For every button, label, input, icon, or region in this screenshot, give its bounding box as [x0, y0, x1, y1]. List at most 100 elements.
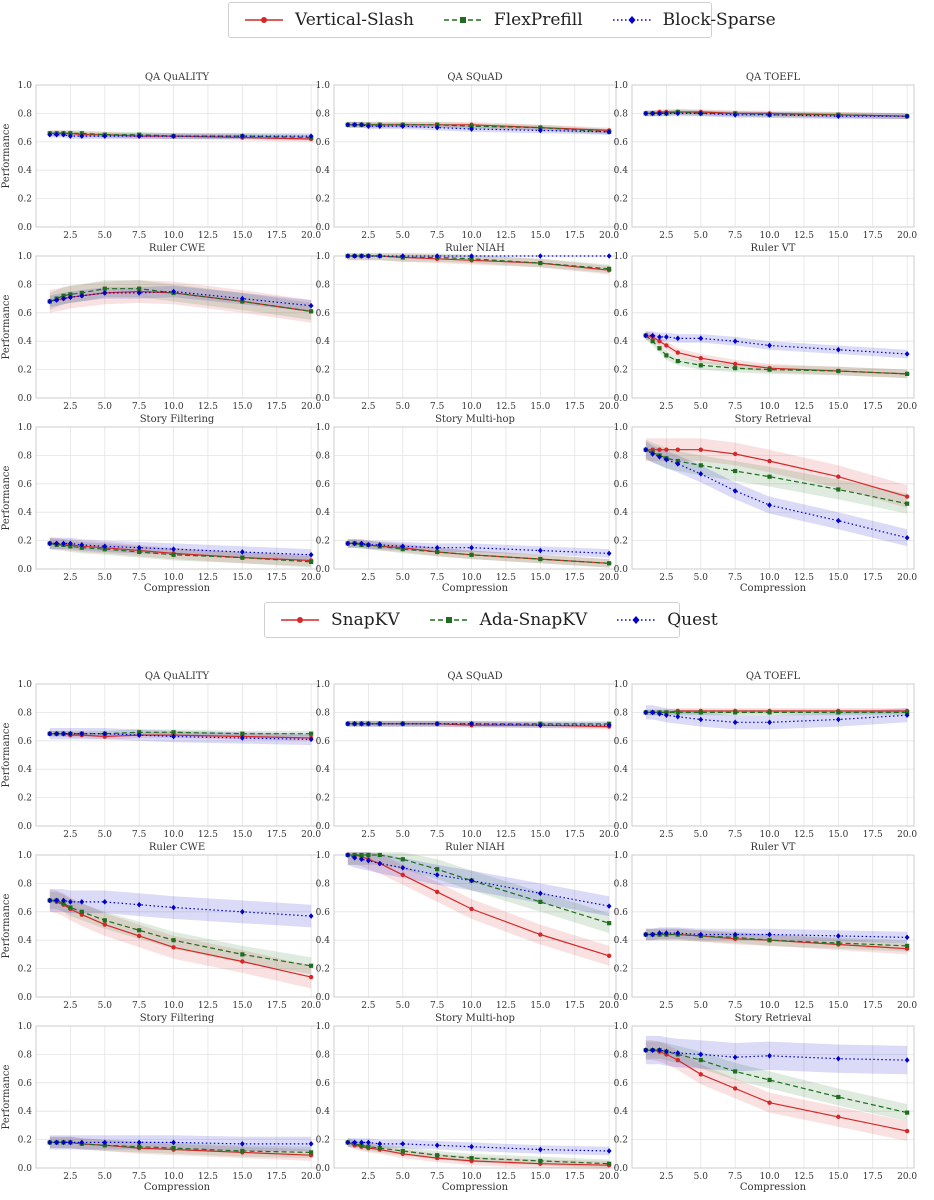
y-tick-label: 0.6	[316, 1079, 331, 1089]
y-tick-label: 0.0	[316, 993, 331, 1003]
x-tick-label: 20.0	[599, 402, 619, 412]
x-tick-label: 20.0	[301, 830, 321, 840]
y-tick-label: 1.0	[614, 252, 629, 262]
y-tick-label: 0.2	[18, 965, 32, 975]
data-point	[136, 290, 142, 296]
data-point	[171, 1139, 176, 1146]
x-tick-label: 10.0	[462, 1001, 482, 1011]
data-point	[643, 446, 649, 453]
legend-item: Vertical-Slash	[243, 10, 414, 30]
subplot-title: QA SQuAD	[447, 671, 502, 682]
data-point	[67, 294, 73, 300]
legend-label: FlexPrefill	[493, 10, 583, 30]
x-tick-label: 10.0	[164, 830, 184, 840]
x-tick-label: 5.0	[98, 1001, 113, 1011]
data-point	[240, 299, 245, 304]
x-tick-label: 12.5	[198, 830, 218, 840]
x-tick-label: 17.5	[565, 573, 585, 583]
series-line	[645, 933, 908, 947]
data-point	[309, 559, 314, 564]
x-axis-label: Compression	[740, 583, 807, 594]
data-point	[400, 857, 405, 862]
x-tick-label: 5.0	[396, 231, 411, 241]
data-point	[675, 335, 681, 342]
legend-line-swatch	[245, 17, 283, 23]
series-confidence-band	[49, 537, 312, 561]
y-axis-label: Performance	[1, 893, 12, 958]
data-point	[732, 719, 738, 726]
data-point	[733, 366, 738, 371]
data-point	[905, 943, 910, 948]
x-tick-label: 5.0	[694, 573, 709, 583]
series-confidence-band	[645, 441, 908, 547]
data-point	[61, 293, 66, 298]
legend-label: Vertical-Slash	[295, 10, 414, 30]
y-tick-label: 0.2	[316, 366, 330, 376]
y-axis-label: Performance	[1, 1064, 12, 1129]
y-tick-label: 0.0	[18, 1164, 33, 1174]
series-confidence-band	[347, 539, 610, 558]
data-point	[434, 253, 440, 259]
y-tick-label: 0.6	[316, 138, 331, 148]
y-tick-label: 0.2	[316, 195, 330, 205]
y-tick-label: 0.4	[18, 508, 33, 518]
data-point	[67, 1139, 73, 1146]
series-line	[347, 542, 610, 564]
y-tick-label: 0.0	[614, 394, 629, 404]
x-tick-label: 7.5	[728, 231, 743, 241]
data-point	[732, 1086, 738, 1091]
data-point	[309, 1150, 314, 1155]
data-point	[663, 930, 669, 936]
x-tick-label: 5.0	[98, 231, 113, 241]
data-point	[733, 710, 738, 715]
y-tick-label: 0.2	[18, 794, 32, 804]
data-point	[469, 253, 474, 259]
x-tick-label: 5.0	[98, 402, 113, 412]
series-line	[645, 449, 908, 498]
data-point	[606, 1148, 612, 1154]
x-tick-label: 7.5	[728, 402, 743, 412]
x-tick-label: 17.5	[565, 1001, 585, 1011]
y-tick-label: 0.2	[316, 537, 330, 547]
x-tick-label: 20.0	[599, 1001, 619, 1011]
y-tick-label: 0.4	[18, 936, 33, 946]
y-tick-label: 0.0	[316, 223, 331, 233]
data-point	[308, 913, 314, 919]
data-point	[650, 332, 656, 339]
series-confidence-band	[347, 852, 610, 934]
y-tick-label: 0.4	[614, 765, 629, 775]
data-point	[54, 1139, 60, 1146]
data-point	[905, 501, 910, 506]
data-point	[79, 542, 85, 548]
data-point	[240, 952, 245, 957]
series-line	[347, 1141, 610, 1166]
data-point	[400, 1141, 406, 1147]
x-tick-label: 15.0	[828, 1172, 848, 1182]
data-point	[657, 110, 662, 117]
x-tick-label: 10.0	[462, 573, 482, 583]
y-tick-label: 0.6	[18, 480, 33, 490]
plot-frame	[631, 683, 915, 827]
y-tick-label: 1.0	[614, 1022, 629, 1032]
data-point	[240, 1148, 245, 1154]
plot-frame	[35, 854, 319, 998]
y-tick-label: 1.0	[316, 1022, 331, 1032]
x-tick-label: 7.5	[430, 231, 445, 241]
series-line	[49, 1141, 312, 1153]
y-tick-label: 0.8	[316, 1050, 331, 1060]
plot-frame	[333, 84, 617, 228]
data-point	[698, 1051, 704, 1058]
x-tick-label: 15.0	[232, 1001, 252, 1011]
data-point	[835, 113, 841, 120]
data-point	[61, 730, 66, 737]
data-point	[61, 540, 66, 547]
x-tick-label: 10.0	[462, 231, 482, 241]
subplot-panel: 0.0 0.2 0.4 0.6 0.8 1.0 2.5 5.0 7.5 10.0 12.5 15.0 1…	[614, 1013, 918, 1193]
y-tick-label: 0.4	[614, 1107, 629, 1117]
legend-line-swatch	[429, 617, 468, 623]
data-point	[359, 253, 364, 259]
series-line	[645, 111, 908, 117]
y-tick-label: 0.0	[18, 993, 33, 1003]
data-point	[171, 133, 176, 139]
